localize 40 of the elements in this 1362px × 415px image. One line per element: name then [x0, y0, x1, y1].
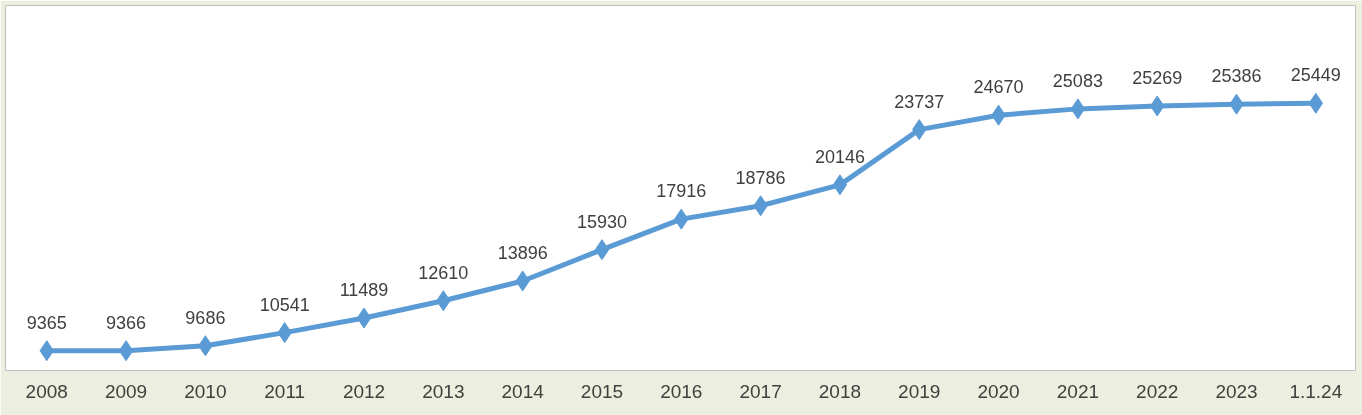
- x-tick-label: 2015: [580, 380, 624, 402]
- data-label: 24670: [973, 77, 1024, 98]
- data-label: 25269: [1132, 68, 1183, 89]
- data-label: 17916: [656, 181, 707, 202]
- point: [1070, 98, 1086, 120]
- data-label: 10541: [259, 294, 310, 315]
- data-label: 9365: [26, 312, 67, 333]
- data-label: 25386: [1211, 66, 1262, 87]
- point: [594, 239, 610, 261]
- x-tick-label: 2019: [898, 380, 941, 402]
- x-tick-label: 2014: [501, 380, 545, 402]
- x-tick-label: 2021: [1056, 380, 1100, 402]
- point: [1308, 92, 1324, 114]
- x-tick-label: 1.1.24: [1289, 380, 1343, 402]
- x-tick-label: 2023: [1215, 380, 1258, 402]
- x-tick-label: 2010: [184, 380, 227, 402]
- x-tick-label: 2013: [422, 380, 465, 402]
- point: [356, 307, 372, 329]
- data-label: 25449: [1290, 65, 1341, 86]
- x-tick-label: 2016: [660, 380, 703, 402]
- data-label: 13896: [497, 242, 548, 263]
- data-label: 11489: [339, 280, 389, 301]
- point: [832, 174, 848, 196]
- x-tick-label: 2022: [1136, 380, 1179, 402]
- data-label: 20146: [814, 146, 865, 167]
- x-tick-label: 2017: [739, 380, 782, 402]
- data-label: 18786: [735, 167, 786, 188]
- x-tick-label: 2018: [818, 380, 862, 402]
- x-tick-label: 2008: [25, 380, 68, 402]
- x-tick-label: 2020: [977, 380, 1020, 402]
- data-label: 25083: [1052, 70, 1103, 91]
- data-label: 15930: [576, 211, 628, 232]
- x-tick-label: 2012: [342, 380, 386, 402]
- point: [118, 340, 134, 362]
- data-label: 9686: [185, 307, 226, 328]
- data-label: 23737: [894, 91, 945, 112]
- data-label: 9366: [106, 312, 147, 333]
- x-tick-label: 2011: [264, 380, 306, 402]
- data-label: 12610: [418, 262, 469, 283]
- x-tick-label: 2009: [104, 380, 148, 402]
